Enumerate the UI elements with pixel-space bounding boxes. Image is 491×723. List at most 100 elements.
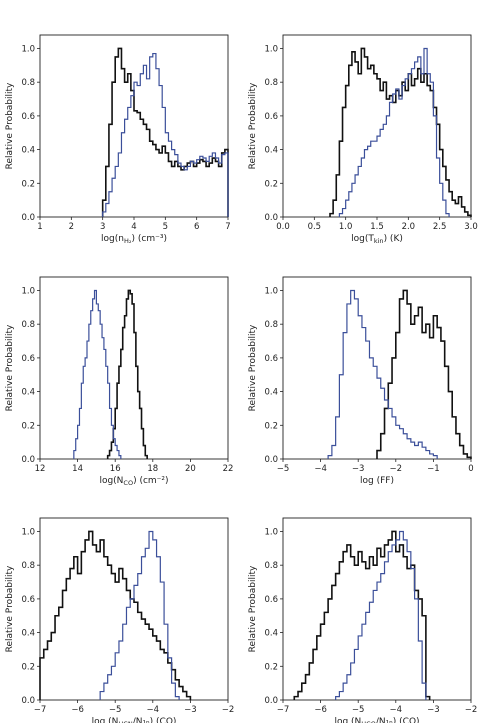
- x-tick-label: −6: [71, 705, 84, 715]
- series-blue-histogram: [338, 47, 450, 217]
- x-tick-label: −7: [277, 705, 290, 715]
- y-tick-label: 0.6: [21, 112, 35, 122]
- y-tick-label: 0.4: [21, 629, 35, 639]
- x-tick-label: 12: [35, 464, 46, 474]
- series-black-histogram: [39, 530, 192, 700]
- x-tick-label: 14: [72, 464, 83, 474]
- y-tick-label: 0.2: [21, 179, 35, 189]
- y-axis-label: Relative Probability: [5, 324, 15, 411]
- chart-panel-5: −7 −6 −5 −4 −3 −2 0.0 0.2 0.4 0.6 0.8 1.0 log (NHCN/…: [5, 517, 235, 723]
- x-tick-label: 6: [194, 222, 199, 232]
- x-tick-label: −2: [390, 464, 403, 474]
- x-tick-label: −4: [390, 705, 403, 715]
- y-tick-label: 1.0: [264, 286, 278, 296]
- x-tick-label: 0: [468, 464, 473, 474]
- y-axis-label: Relative Probability: [5, 565, 15, 652]
- x-tick-label: 1.0: [339, 222, 353, 232]
- x-axis-label: log(Tkin) (K): [351, 234, 403, 245]
- series-blue-histogram: [99, 530, 180, 700]
- y-tick-label: 0.6: [264, 354, 278, 364]
- x-tick-label: 5: [163, 222, 168, 232]
- y-tick-label: 0.0: [264, 455, 278, 465]
- y-axis-label: Relative Probability: [248, 565, 258, 652]
- y-tick-label: 1.0: [21, 527, 35, 537]
- y-tick-label: 0.8: [21, 561, 35, 571]
- y-tick-label: 0.0: [264, 696, 278, 706]
- chart-panel-4: −5 −4 −3 −2 −1 0 0.0 0.2 0.4 0.6 0.8 1.0 log (FF) Rel…: [248, 276, 474, 486]
- y-tick-label: 0.8: [21, 78, 35, 88]
- y-tick-label: 0.6: [264, 112, 278, 122]
- y-tick-label: 1.0: [264, 44, 278, 54]
- plot-frame: [282, 517, 472, 701]
- y-tick-label: 0.8: [264, 561, 278, 571]
- x-tick-label: −2: [465, 705, 478, 715]
- y-tick-label: 0.2: [264, 421, 278, 431]
- x-tick-label: 16: [110, 464, 121, 474]
- series-blue-histogram: [335, 530, 427, 700]
- y-axis-label: Relative Probability: [248, 82, 258, 169]
- x-tick-label: −7: [34, 705, 47, 715]
- x-axis-label: log(NCO) (cm⁻²): [99, 476, 168, 487]
- x-tick-label: −6: [314, 705, 327, 715]
- x-tick-label: −1: [427, 464, 440, 474]
- y-axis-label: Relative Probability: [248, 324, 258, 411]
- x-tick-label: 3.0: [464, 222, 478, 232]
- x-tick-label: 18: [147, 464, 158, 474]
- x-tick-label: 7: [225, 222, 230, 232]
- y-tick-label: 0.8: [264, 78, 278, 88]
- x-tick-label: −4: [314, 464, 327, 474]
- x-tick-label: 20: [185, 464, 196, 474]
- y-tick-label: 0.0: [264, 213, 278, 223]
- y-tick-label: 0.0: [21, 455, 35, 465]
- plot-frame: [39, 34, 229, 218]
- y-tick-label: 0.6: [264, 595, 278, 605]
- x-tick-label: 1.5: [370, 222, 384, 232]
- x-tick-label: 0.5: [308, 222, 322, 232]
- series-black-histogram: [376, 289, 472, 459]
- plot-frame: [39, 517, 229, 701]
- series-black-histogram: [101, 47, 229, 217]
- x-tick-label: 2: [69, 222, 74, 232]
- x-tick-label: −5: [277, 464, 290, 474]
- x-tick-label: 2.5: [433, 222, 447, 232]
- x-tick-label: −5: [109, 705, 122, 715]
- y-tick-label: 0.2: [264, 179, 278, 189]
- y-tick-label: 1.0: [21, 44, 35, 54]
- chart-panel-3: 12 14 16 18 20 22 0.0 0.2 0.4 0.6 0.8 1.0 log(NCO) (…: [5, 276, 234, 487]
- chart-panel-1: 1 2 3 4 5 6 7 0.0 0.2 0.4 0.6 0.8 1.0 log(nH₂) (cm⁻³)…: [5, 34, 231, 245]
- chart-panel-6: −7 −6 −5 −4 −3 −2 0.0 0.2 0.4 0.6 0.8 1.0 log (NHCO/…: [248, 517, 478, 723]
- x-tick-label: 2.0: [402, 222, 416, 232]
- y-tick-label: 0.2: [21, 662, 35, 672]
- y-tick-label: 0.6: [21, 354, 35, 364]
- x-tick-label: −3: [427, 705, 440, 715]
- y-tick-label: 0.0: [21, 696, 35, 706]
- y-tick-label: 1.0: [21, 286, 35, 296]
- x-tick-label: −5: [352, 705, 365, 715]
- x-axis-label: log (NHCN/N₁ₙ) (CO): [92, 717, 177, 723]
- x-axis-label: log (NHCO/N₁ₙ) (CO): [334, 717, 419, 723]
- x-axis-label: log(nH₂) (cm⁻³): [101, 234, 167, 245]
- x-tick-label: 3: [100, 222, 105, 232]
- x-axis-label: log (FF): [360, 476, 394, 486]
- x-tick-label: 4: [131, 222, 136, 232]
- x-tick-label: −2: [222, 705, 235, 715]
- y-tick-label: 0.4: [21, 388, 35, 398]
- plot-frame: [39, 276, 229, 460]
- series-blue-histogram: [327, 289, 438, 459]
- x-tick-label: −4: [147, 705, 160, 715]
- series-black-histogram: [329, 47, 472, 217]
- x-tick-label: −3: [184, 705, 197, 715]
- series-blue-histogram: [73, 289, 122, 459]
- y-tick-label: 0.4: [264, 388, 278, 398]
- y-tick-label: 0.2: [21, 421, 35, 431]
- y-tick-label: 0.4: [264, 629, 278, 639]
- y-tick-label: 0.0: [21, 213, 35, 223]
- y-tick-label: 0.6: [21, 595, 35, 605]
- chart-panel-2: 0.0 0.5 1.0 1.5 2.0 2.5 3.0 0.0 0.2 0.4 0.6 0.8 1.0 l…: [248, 34, 478, 245]
- x-tick-label: 22: [223, 464, 234, 474]
- x-tick-label: 0.0: [276, 222, 290, 232]
- y-tick-label: 1.0: [264, 527, 278, 537]
- y-tick-label: 0.4: [21, 146, 35, 156]
- y-tick-label: 0.8: [21, 320, 35, 330]
